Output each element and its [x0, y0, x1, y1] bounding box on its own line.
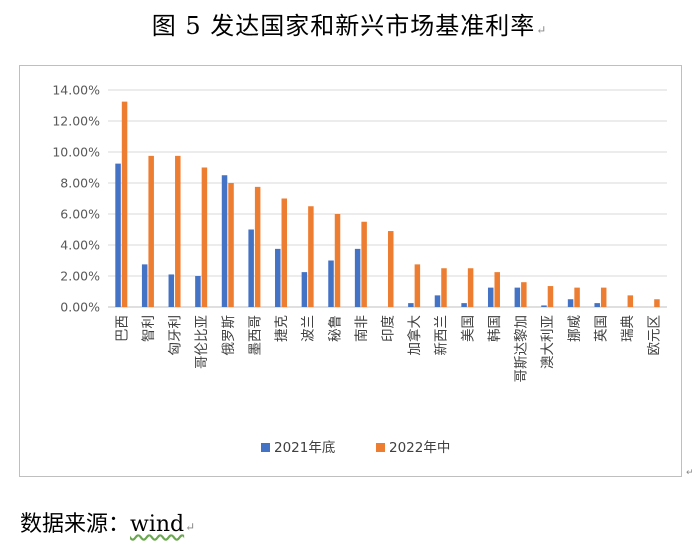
bar [121, 101, 128, 307]
x-category-label: 新西兰 [434, 315, 450, 356]
bar [115, 163, 121, 307]
x-category-label: 加拿大 [406, 315, 423, 356]
bar [148, 155, 154, 307]
data-source-label: 数据来源： [20, 512, 131, 537]
bar [414, 264, 421, 307]
x-category-label: 智利 [141, 315, 157, 342]
bar [168, 274, 175, 307]
bar [308, 206, 314, 307]
bar [248, 229, 254, 307]
bar [441, 268, 447, 307]
x-category-label: 韩国 [487, 315, 503, 342]
y-tick-label: 10.00% [52, 145, 100, 160]
bar [514, 287, 521, 307]
data-source-value: wind [130, 512, 185, 537]
bar [654, 299, 660, 307]
bar [567, 299, 574, 307]
bar [541, 305, 547, 307]
bar [600, 287, 607, 307]
bar [228, 183, 234, 307]
bar [301, 272, 308, 307]
y-tick-label: 8.00% [60, 176, 100, 191]
x-category-label: 巴西 [114, 315, 130, 342]
x-category-label: 欧元区 [647, 315, 663, 356]
bar [254, 186, 261, 307]
bar [201, 167, 208, 307]
legend-swatch [376, 443, 385, 452]
bar [388, 231, 394, 307]
x-category-label: 墨西哥 [247, 315, 263, 356]
paragraph-mark-source: ↵ [185, 520, 196, 534]
legend-label: 2022年中 [389, 440, 450, 456]
bar [334, 214, 341, 307]
y-tick-label: 14.00% [52, 83, 100, 98]
x-category-label: 匈牙利 [168, 315, 184, 356]
bar [195, 276, 201, 307]
y-tick-label: 4.00% [60, 238, 100, 253]
bar [467, 268, 474, 307]
bar [547, 286, 554, 307]
bar [521, 282, 527, 307]
legend-swatch [261, 443, 270, 452]
y-tick-label: 2.00% [60, 269, 100, 284]
x-category-label: 印度 [381, 315, 397, 342]
legend-label: 2021年底 [274, 440, 335, 456]
bar [361, 221, 367, 307]
bar [221, 175, 228, 307]
bar [494, 272, 500, 307]
x-category-label: 波兰 [301, 315, 317, 342]
x-category-label: 澳大利亚 [540, 315, 556, 369]
paragraph-mark: ↵ [536, 23, 548, 37]
x-category-label: 俄罗斯 [221, 315, 237, 356]
document-title: 图 5 发达国家和新兴市场基准利率↵ [151, 12, 548, 40]
bar [627, 295, 634, 307]
x-category-label: 哥斯达黎加 [514, 315, 530, 383]
bar [275, 248, 281, 307]
bar [328, 260, 334, 307]
x-category-label: 哥伦比亚 [194, 315, 210, 369]
bar [354, 248, 361, 307]
bar [594, 303, 600, 307]
data-source-line: 数据来源：wind↵ [20, 506, 195, 538]
y-tick-label: 0.00% [60, 300, 100, 315]
x-category-label: 秘鲁 [327, 315, 343, 342]
bar-chart: 0.00% 2.00% 4.00% 6.00% 8.00% 10.00% 12.00% 14.… [52, 83, 667, 456]
bar [487, 287, 494, 307]
bar [141, 264, 148, 307]
x-category-label: 捷克 [274, 315, 290, 342]
x-category-label: 南非 [354, 315, 370, 342]
bar [175, 155, 181, 307]
chart-frame: 0.00% 2.00% 4.00% 6.00% 8.00% 10.00% 12.00% 14.… [19, 65, 682, 477]
bar [574, 287, 580, 307]
bar [461, 303, 467, 307]
x-category-label: 挪威 [567, 315, 583, 342]
y-tick-label: 12.00% [52, 114, 100, 129]
paragraph-mark-side: ↵ [686, 468, 694, 478]
x-category-label: 英国 [592, 315, 609, 342]
x-category-label: 瑞典 [620, 315, 636, 342]
bar [281, 198, 288, 307]
x-category-label: 美国 [460, 315, 476, 342]
y-tick-label: 6.00% [60, 207, 100, 222]
bar [408, 303, 414, 307]
bar [434, 295, 441, 307]
